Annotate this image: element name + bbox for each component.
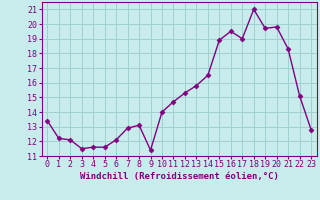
X-axis label: Windchill (Refroidissement éolien,°C): Windchill (Refroidissement éolien,°C) (80, 172, 279, 181)
